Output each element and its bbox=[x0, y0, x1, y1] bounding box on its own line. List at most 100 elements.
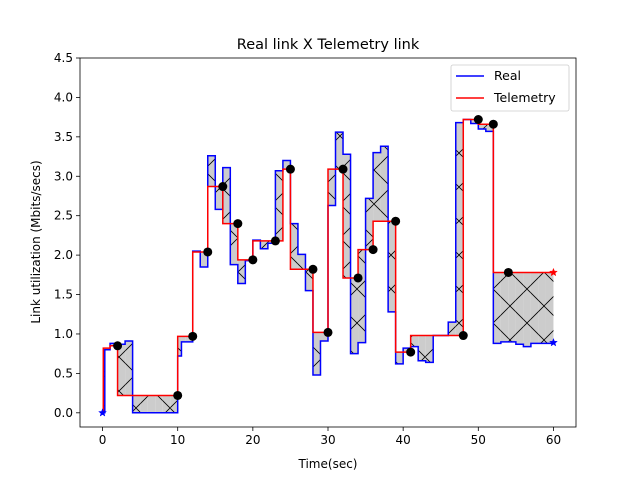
fill-segment bbox=[147, 395, 156, 413]
telemetry-sample-point bbox=[503, 267, 513, 277]
y-axis: 0.0 0.5 1.0 1.5 2.0 2.5 3.0 3.5 4.0 4.5 bbox=[54, 51, 80, 420]
x-axis: 0 10 20 30 40 50 60 bbox=[99, 427, 561, 447]
fill-segment bbox=[117, 344, 126, 396]
fill-segment bbox=[312, 332, 321, 375]
telemetry-sample-point bbox=[173, 390, 183, 400]
endpoint-star-marker bbox=[548, 267, 558, 277]
fill-segment bbox=[380, 146, 389, 222]
fill-segment bbox=[260, 240, 268, 249]
series-layer bbox=[102, 118, 554, 414]
fill-segment bbox=[177, 336, 182, 357]
fill-segment bbox=[103, 348, 105, 413]
fill-segment bbox=[328, 169, 336, 206]
fill-segment bbox=[530, 272, 539, 344]
y-tick-label: 0.5 bbox=[54, 366, 73, 380]
x-tick-label: 0 bbox=[99, 433, 107, 447]
chart-title: Real link X Telemetry link bbox=[237, 37, 420, 53]
telemetry-sample-point bbox=[285, 164, 295, 174]
fill-segment bbox=[162, 395, 171, 413]
fill-segment bbox=[358, 249, 366, 343]
telemetry-sample-point bbox=[248, 255, 258, 265]
fill-segment bbox=[365, 198, 374, 250]
x-tick-label: 50 bbox=[471, 433, 486, 447]
fill-between-area bbox=[103, 119, 554, 413]
fill-segment bbox=[104, 348, 111, 350]
fill-segment bbox=[200, 251, 208, 267]
fill-segment bbox=[538, 272, 546, 344]
telemetry-sample-point bbox=[368, 245, 378, 255]
fill-segment bbox=[515, 272, 524, 345]
x-tick-label: 20 bbox=[245, 433, 260, 447]
y-tick-label: 4.5 bbox=[54, 51, 73, 65]
fill-segment bbox=[181, 336, 186, 342]
y-tick-label: 3.0 bbox=[54, 169, 73, 183]
telemetry-sample-point bbox=[458, 331, 468, 341]
series-line-telemetry bbox=[102, 118, 554, 414]
fill-segment bbox=[155, 395, 163, 413]
y-axis-label: Link utilization (Mbits/secs) bbox=[29, 160, 43, 323]
fill-segment bbox=[448, 322, 456, 336]
x-tick-label: 60 bbox=[546, 433, 561, 447]
telemetry-sample-point bbox=[218, 182, 228, 192]
fill-segment bbox=[493, 272, 501, 344]
fill-segment bbox=[125, 341, 133, 396]
endpoint-star-marker bbox=[548, 337, 558, 347]
fill-segment bbox=[343, 154, 351, 278]
marker-layer bbox=[98, 115, 558, 417]
fill-segment bbox=[320, 332, 328, 342]
x-tick-label: 10 bbox=[170, 433, 185, 447]
x-tick-label: 40 bbox=[396, 433, 411, 447]
fill-segment bbox=[485, 124, 494, 132]
fill-segment bbox=[290, 223, 298, 270]
legend: Real Telemetry bbox=[450, 64, 570, 112]
fill-segment bbox=[478, 124, 486, 129]
fill-segment bbox=[282, 160, 291, 170]
fill-segment bbox=[297, 254, 306, 270]
fill-segment bbox=[237, 259, 246, 284]
fill-segment bbox=[500, 272, 509, 342]
telemetry-sample-point bbox=[391, 216, 401, 226]
telemetry-sample-point bbox=[308, 264, 318, 274]
telemetry-sample-point bbox=[233, 219, 243, 229]
y-tick-label: 1.5 bbox=[54, 288, 73, 302]
y-tick-label: 4.0 bbox=[54, 90, 73, 104]
y-tick-label: 1.0 bbox=[54, 327, 73, 341]
fill-segment bbox=[545, 272, 554, 344]
y-tick-label: 2.5 bbox=[54, 209, 73, 223]
legend-label-telemetry: Telemetry bbox=[493, 90, 556, 105]
fill-segment bbox=[373, 152, 381, 222]
plot-area bbox=[98, 115, 558, 417]
y-tick-label: 0.0 bbox=[54, 406, 73, 420]
fill-segment bbox=[455, 122, 464, 336]
fill-segment bbox=[523, 272, 531, 347]
telemetry-sample-point bbox=[338, 164, 348, 174]
telemetry-sample-point bbox=[406, 347, 416, 357]
telemetry-sample-point bbox=[323, 327, 333, 337]
fill-segment bbox=[388, 221, 396, 312]
fill-segment bbox=[140, 395, 148, 413]
fill-segment bbox=[350, 277, 359, 354]
fill-segment bbox=[207, 155, 216, 187]
fill-segment bbox=[185, 336, 193, 342]
telemetry-sample-point bbox=[488, 119, 498, 129]
x-tick-label: 30 bbox=[320, 433, 335, 447]
telemetry-sample-point bbox=[203, 247, 213, 257]
y-tick-label: 2.0 bbox=[54, 248, 73, 262]
telemetry-sample-point bbox=[188, 331, 198, 341]
x-axis-label: Time(sec) bbox=[298, 457, 358, 471]
fill-segment bbox=[275, 170, 283, 241]
fill-segment bbox=[230, 223, 238, 265]
fill-segment bbox=[418, 335, 426, 361]
fill-segment bbox=[170, 395, 178, 413]
telemetry-sample-point bbox=[113, 341, 123, 351]
telemetry-sample-point bbox=[473, 115, 483, 124]
fill-segment bbox=[215, 186, 223, 210]
telemetry-sample-point bbox=[353, 273, 363, 283]
fill-segment bbox=[395, 352, 404, 364]
fill-segment bbox=[222, 167, 231, 224]
fill-segment bbox=[508, 272, 516, 342]
fill-segment bbox=[410, 335, 419, 347]
endpoint-star-marker bbox=[98, 408, 108, 417]
telemetry-sample-point bbox=[270, 236, 280, 246]
